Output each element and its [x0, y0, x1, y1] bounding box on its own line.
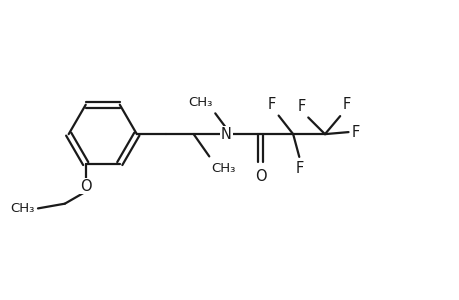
Text: F: F [296, 161, 304, 176]
Text: CH₃: CH₃ [188, 96, 213, 109]
Text: F: F [268, 97, 276, 112]
Text: O: O [80, 179, 91, 194]
Text: F: F [351, 124, 359, 140]
Text: F: F [297, 99, 305, 114]
Text: CH₃: CH₃ [211, 162, 235, 175]
Text: N: N [220, 127, 231, 142]
Text: F: F [342, 98, 350, 112]
Text: O: O [254, 169, 266, 184]
Text: CH₃: CH₃ [10, 202, 34, 215]
